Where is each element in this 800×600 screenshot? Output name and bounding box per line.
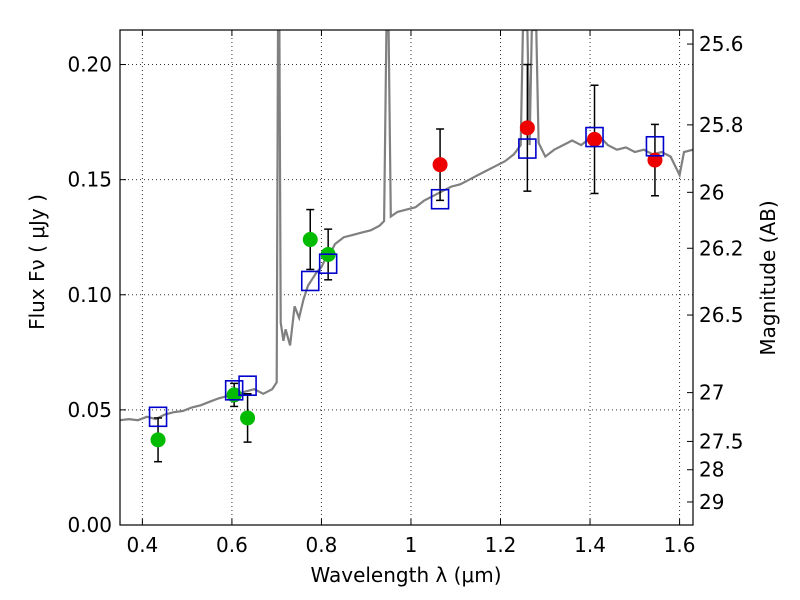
- model-flux-square: [238, 375, 257, 397]
- photometry-point: [302, 232, 318, 248]
- spectrum-line: [120, 30, 693, 422]
- y-axis-label: Flux Fν ( μJy ): [25, 194, 49, 330]
- y-tick-label: 0.00: [67, 513, 112, 537]
- photometry-point: [647, 152, 663, 168]
- photometry-point: [150, 432, 166, 448]
- mag-tick-label: 26.2: [699, 236, 744, 260]
- mag-tick-label: 27.5: [699, 429, 744, 453]
- y-tick-label: 0.10: [67, 283, 112, 307]
- model-flux-square: [318, 253, 338, 274]
- model-flux-square: [300, 270, 320, 292]
- mag-tick-label: 27: [699, 381, 724, 405]
- mag-tick-label: 25.6: [699, 32, 744, 56]
- model-flux-square: [585, 126, 604, 148]
- x-tick-label: 1.4: [574, 533, 606, 557]
- marker-layer: [148, 120, 665, 448]
- grid: [120, 30, 693, 526]
- photometry-point: [432, 157, 448, 173]
- errorbar-layer: [154, 63, 659, 463]
- model-flux-square: [148, 406, 168, 428]
- x-tick-label: 0.8: [306, 533, 338, 557]
- x-tick-label: 1: [405, 533, 418, 557]
- model-flux-square: [430, 188, 450, 210]
- x-tick-label: 1.2: [485, 533, 517, 557]
- plot-frame: [119, 29, 694, 526]
- x-tick-label: 0.4: [126, 533, 158, 557]
- mag-tick-label: 26.5: [699, 303, 744, 327]
- model-flux-square: [518, 138, 537, 159]
- y-tick-label: 0.20: [67, 53, 112, 77]
- x-axis-label: Wavelength λ (μm): [310, 563, 501, 587]
- x-tick-label: 1.6: [664, 533, 696, 557]
- x-tick-label: 0.6: [216, 533, 248, 557]
- mag-tick-label: 25.8: [699, 113, 744, 137]
- photometry-point: [226, 387, 242, 403]
- photometry-point: [519, 120, 535, 136]
- mag-tick-label: 28: [699, 458, 724, 482]
- model-flux-square: [645, 135, 665, 157]
- model-flux-square: [224, 380, 244, 401]
- mag-tick-label: 29: [699, 490, 724, 514]
- photometry-point: [240, 410, 256, 426]
- ticks: 0.4 0.6 0.8 1 1.2 1.4 1.6 0.00 0.05 0.10 0.15 0.20 2…: [67, 30, 744, 557]
- spectrum-layer: [120, 30, 693, 422]
- photometry-point: [587, 131, 603, 147]
- mag-tick-label: 26: [699, 180, 724, 204]
- y-axis-right-label: Magnitude (AB): [756, 200, 780, 355]
- y-tick-label: 0.15: [67, 168, 112, 192]
- y-tick-label: 0.05: [67, 398, 112, 422]
